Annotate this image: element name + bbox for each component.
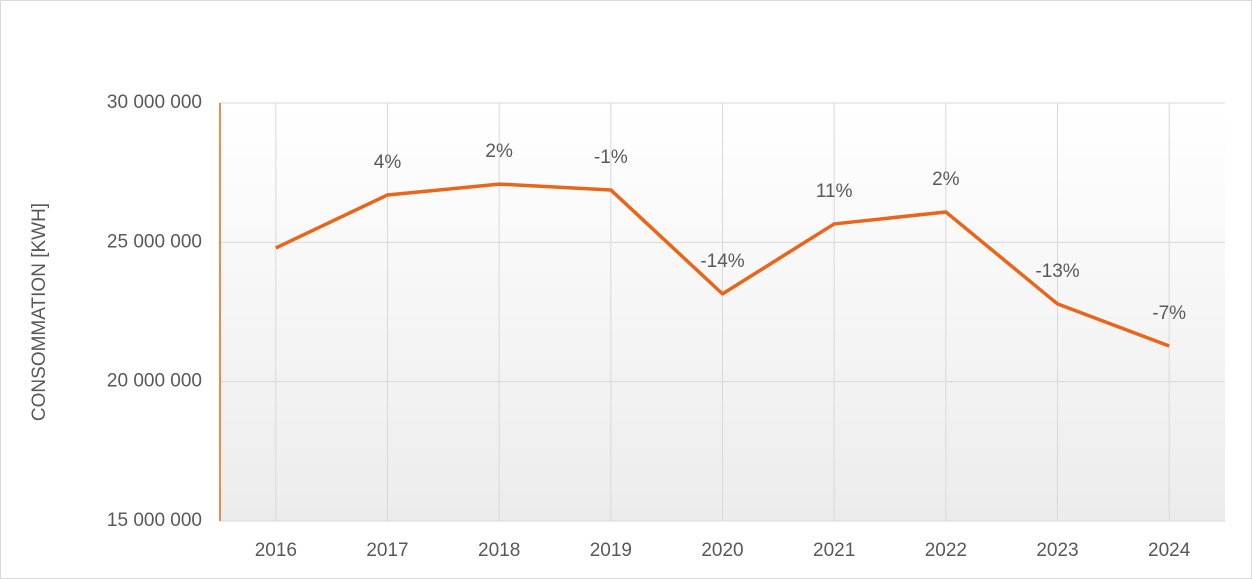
change-label: -1% bbox=[594, 147, 628, 168]
change-label: 2% bbox=[932, 169, 960, 190]
x-tick-label: 2023 bbox=[1036, 540, 1078, 561]
x-tick-label: 2020 bbox=[701, 540, 743, 561]
x-tick-label: 2021 bbox=[813, 540, 855, 561]
line bbox=[275, 182, 1170, 348]
x-tick-label: 2022 bbox=[925, 540, 967, 561]
change-label: 11% bbox=[816, 181, 853, 202]
x-tick-label: 2018 bbox=[478, 540, 520, 561]
y-axis-label: CONSOMMATION [KWH] bbox=[29, 203, 50, 421]
change-label: -13% bbox=[1035, 261, 1079, 282]
change-label: 2% bbox=[485, 141, 513, 162]
x-tick-label: 2017 bbox=[366, 540, 408, 561]
y-tick-label: 20 000 000 bbox=[107, 371, 202, 392]
change-label: -7% bbox=[1152, 303, 1186, 324]
x-tick-label: 2019 bbox=[590, 540, 632, 561]
y-tick-label: 25 000 000 bbox=[107, 231, 202, 252]
x-tick-label: 2024 bbox=[1148, 540, 1191, 561]
y-tick-label: 30 000 000 bbox=[107, 92, 202, 113]
x-tick-label: 2016 bbox=[255, 540, 297, 561]
change-label: 4% bbox=[374, 152, 402, 173]
y-tick-label: 15 000 000 bbox=[107, 510, 202, 531]
change-label: -14% bbox=[700, 251, 744, 272]
